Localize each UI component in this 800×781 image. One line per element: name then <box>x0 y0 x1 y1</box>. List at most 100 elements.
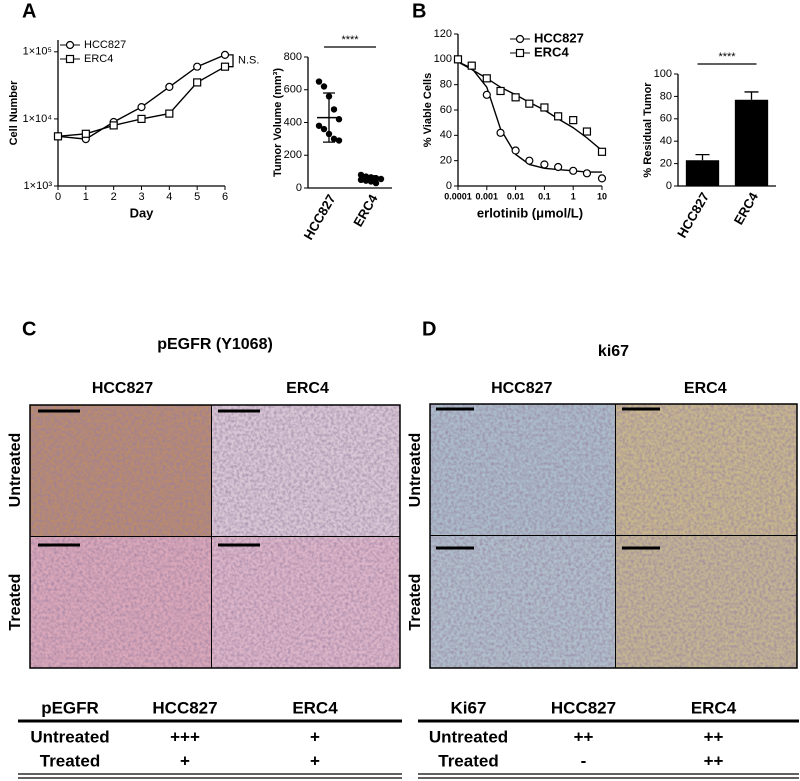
marker <box>511 146 520 155</box>
marker <box>496 128 505 137</box>
panel-label: C <box>22 318 36 340</box>
point <box>330 135 338 143</box>
y-tick-label: 80 <box>440 79 452 91</box>
point <box>320 125 328 133</box>
bracket <box>229 54 234 68</box>
table-header: HCC827 <box>551 698 616 717</box>
legend-marker <box>65 40 75 50</box>
table-cell: + <box>180 751 190 770</box>
series-line <box>57 66 226 138</box>
table-cell: ++ <box>704 751 724 770</box>
error-bar <box>695 153 710 161</box>
error-bar <box>323 92 335 143</box>
annotation: **** <box>341 34 359 46</box>
annotation: **** <box>718 51 736 63</box>
column-header: ERC4 <box>286 380 329 397</box>
y-tick-label: 0 <box>666 180 672 192</box>
table-cell: Treated <box>438 751 498 770</box>
x-tick-label: ERC4 <box>350 191 381 229</box>
marker <box>193 78 202 87</box>
marker <box>453 55 463 64</box>
x-tick-label: 4 <box>166 191 172 203</box>
error-bar <box>365 175 377 183</box>
point <box>357 171 365 179</box>
legend-label: ERC4 <box>84 53 113 65</box>
table-header: ERC4 <box>292 698 338 717</box>
column-header: HCC827 <box>491 380 552 397</box>
y-tick-label: 0 <box>446 180 452 192</box>
marker <box>511 93 520 102</box>
annotation: N.S. <box>238 55 259 67</box>
row-header: Untreated <box>7 433 24 508</box>
legend-marker <box>65 54 75 64</box>
micrograph <box>616 404 797 535</box>
error-bar <box>744 91 759 100</box>
table-header: ERC4 <box>691 698 737 717</box>
marker <box>165 109 174 118</box>
y-tick-label: 40 <box>440 129 452 141</box>
point <box>315 78 323 85</box>
table-header: Ki67 <box>451 698 487 717</box>
panel-title: pEGFR (Y1068) <box>157 336 273 353</box>
marker <box>467 61 476 70</box>
bar <box>734 99 769 186</box>
marker <box>540 103 549 112</box>
x-tick-label: 6 <box>222 191 228 203</box>
micrograph <box>430 404 615 535</box>
bar <box>685 160 720 186</box>
point <box>315 122 323 129</box>
marker <box>525 99 534 108</box>
legend-label: ERC4 <box>534 44 569 59</box>
legend-label: HCC827 <box>534 30 584 45</box>
table-cell: + <box>310 751 320 770</box>
x-tick-label: 10 <box>597 191 607 201</box>
x-tick-label: HCC827 <box>301 192 339 243</box>
y-tick-label: 800 <box>284 51 302 63</box>
y-axis-label: % Residual Tumor <box>642 82 654 178</box>
table-cell: +++ <box>170 727 200 746</box>
marker <box>496 86 505 96</box>
y-tick-label: 100 <box>654 68 672 80</box>
y-axis-label: Cell Number <box>8 80 20 146</box>
x-axis-label: Day <box>130 205 155 220</box>
panel-c-images <box>29 404 401 669</box>
y-tick-label: 600 <box>284 84 302 96</box>
table-header: pEGFR <box>41 698 99 717</box>
y-tick-label: 1×10⁴ <box>22 113 52 125</box>
point <box>320 83 328 90</box>
marker <box>597 147 607 156</box>
x-tick-label: 2 <box>111 191 117 203</box>
table-cell: ++ <box>574 727 594 746</box>
x-tick-label: 0.001 <box>476 191 499 201</box>
x-tick-label: HCC827 <box>674 190 712 241</box>
y-tick-label: 20 <box>660 158 672 170</box>
marker <box>220 50 230 59</box>
x-tick-label: 0.01 <box>507 191 525 201</box>
marker <box>193 62 202 71</box>
marker <box>482 74 491 83</box>
y-tick-label: 80 <box>660 90 672 102</box>
row-header: Treated <box>7 574 24 631</box>
x-tick-label: 1 <box>571 191 576 201</box>
marker <box>525 156 534 165</box>
legend-marker <box>515 48 525 58</box>
marker <box>165 82 174 91</box>
row-header: Untreated <box>407 433 424 508</box>
table-cell: + <box>310 727 320 746</box>
marker <box>582 127 592 136</box>
y-tick-label: 1×10⁵ <box>23 46 52 58</box>
table-cell: Treated <box>40 751 100 770</box>
table-cell: Untreated <box>429 727 508 746</box>
x-tick-label: 0.1 <box>538 191 551 201</box>
micrograph <box>616 536 797 668</box>
point <box>330 106 338 113</box>
panel-label: B <box>412 0 426 22</box>
legend-marker <box>515 34 525 44</box>
scale-bars <box>38 409 260 547</box>
y-tick-label: 1×10³ <box>24 180 53 192</box>
axes <box>307 57 392 189</box>
marker <box>109 121 118 130</box>
x-tick-label: 0.0001 <box>444 191 472 201</box>
panel-title: ki67 <box>598 343 629 360</box>
